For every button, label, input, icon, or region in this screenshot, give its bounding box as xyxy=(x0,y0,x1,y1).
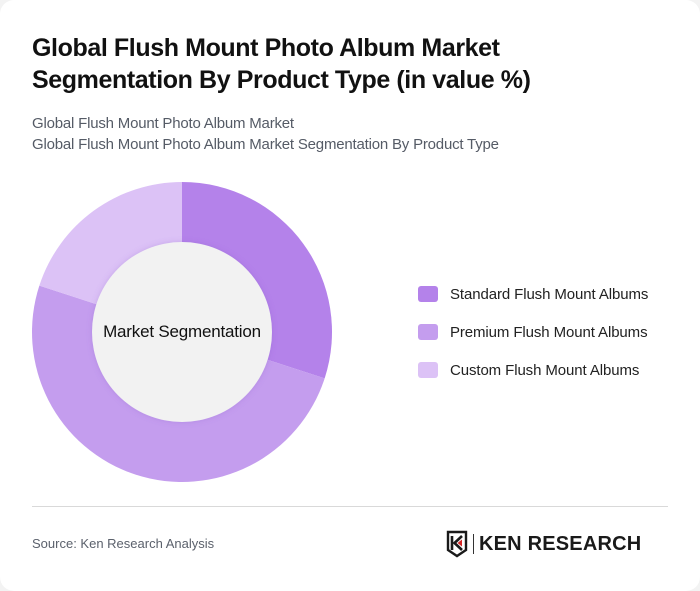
donut-center xyxy=(92,242,272,422)
legend-item-custom[interactable]: Custom Flush Mount Albums xyxy=(418,360,648,380)
logo-separator xyxy=(473,534,474,554)
legend-swatch-premium xyxy=(418,324,438,340)
legend-swatch-custom xyxy=(418,362,438,378)
legend-item-standard[interactable]: Standard Flush Mount Albums xyxy=(418,284,648,304)
chart-title: Global Flush Mount Photo Album Market Se… xyxy=(32,34,531,94)
legend-item-premium[interactable]: Premium Flush Mount Albums xyxy=(418,322,648,342)
source-note: Source: Ken Research Analysis xyxy=(32,536,215,551)
legend-swatch-standard xyxy=(418,286,438,302)
chart-subtitle: Global Flush Mount Photo Album Market Gl… xyxy=(32,113,499,155)
logo-text: KEN RESEARCH xyxy=(479,532,642,555)
ken-research-shield-icon xyxy=(446,530,468,558)
ken-research-logo: KEN RESEARCH xyxy=(446,530,641,558)
subtitle-line-2: Global Flush Mount Photo Album Market Se… xyxy=(32,136,499,153)
donut-svg xyxy=(32,182,332,482)
legend-label-premium: Premium Flush Mount Albums xyxy=(450,323,648,341)
chart-legend: Standard Flush Mount Albums Premium Flus… xyxy=(418,284,648,398)
footer-divider xyxy=(32,506,668,507)
legend-label-standard: Standard Flush Mount Albums xyxy=(450,285,649,303)
donut-chart: Market Segmentation xyxy=(32,182,332,482)
legend-label-custom: Custom Flush Mount Albums xyxy=(450,361,640,379)
subtitle-line-1: Global Flush Mount Photo Album Market xyxy=(32,115,294,132)
